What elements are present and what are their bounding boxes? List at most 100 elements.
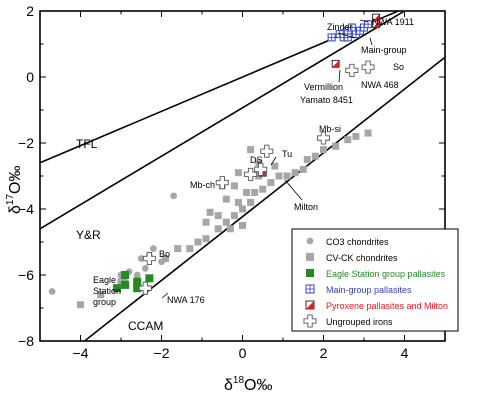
point-cv-ck-chondrites-13 bbox=[230, 212, 238, 220]
y-axis-delta: δ bbox=[7, 205, 24, 214]
point-main-group-pallasites-8 bbox=[343, 33, 352, 42]
legend-label-cv-ck-chondrites: CV-CK chondrites bbox=[326, 253, 398, 263]
legend-marker-eagle-station-group-pallasites bbox=[306, 269, 314, 277]
point-cv-ck-chondrites-39 bbox=[206, 208, 214, 216]
point-cv-ck-chondrites-0 bbox=[77, 301, 84, 309]
point-cv-ck-chondrites-19 bbox=[230, 182, 238, 190]
point-eagle-station-group-pallasites-1 bbox=[121, 280, 130, 289]
point-main-group-pallasites-5 bbox=[347, 23, 356, 32]
x-tick-label: 0 bbox=[239, 345, 247, 361]
point-cv-ck-chondrites-30 bbox=[291, 169, 299, 177]
point-eagle-station-group-pallasites-5 bbox=[133, 277, 142, 286]
label-zinder: Zinder bbox=[327, 22, 353, 32]
point-cv-ck-chondrites-41 bbox=[255, 172, 263, 180]
point-cv-ck-chondrites-28 bbox=[234, 169, 242, 177]
legend-marker-cv-ck-chondrites bbox=[306, 253, 314, 261]
point-co3-chondrites-0 bbox=[48, 288, 56, 295]
point-main-group-pallasites-0 bbox=[327, 33, 336, 42]
legend-marker-ungrouped-irons bbox=[303, 314, 317, 328]
point-cv-ck-chondrites-1 bbox=[97, 291, 105, 299]
label-station: Station bbox=[93, 286, 121, 296]
annotation-labels: Zinder NWA 1911 Main-group So NWA 468 Ve… bbox=[93, 17, 414, 307]
point-ungrouped-irons-4 bbox=[254, 162, 268, 176]
line-labels: TFL Y&R CCAM bbox=[76, 137, 163, 333]
label-eagle: Eagle bbox=[93, 275, 116, 285]
legend-marker-pyroxene-pallasites-and-milton bbox=[305, 300, 315, 310]
label-nwa468: NWA 468 bbox=[361, 80, 399, 90]
axis-ticks: −4 −2 0 2 4 −8 −6 −4 −2 0 2 bbox=[18, 3, 446, 361]
y-tick-label: 2 bbox=[26, 3, 34, 19]
legend-items: CO3 chondrites CV-CK chondrites Eagle Stat… bbox=[303, 237, 448, 328]
point-cv-ck-chondrites-10 bbox=[202, 218, 210, 226]
label-group: group bbox=[93, 297, 116, 307]
point-co3-chondrites-4 bbox=[133, 271, 141, 279]
point-cv-ck-chondrites-27 bbox=[255, 159, 263, 167]
label-so: So bbox=[393, 62, 404, 72]
label-nwa1911: NWA 1911 bbox=[372, 17, 414, 27]
y-tick-label: −6 bbox=[18, 267, 34, 283]
svg-text:δ18O‰: δ18O‰ bbox=[224, 375, 272, 394]
point-ungrouped-irons-5 bbox=[260, 144, 274, 158]
y-tick-label: −8 bbox=[18, 333, 34, 349]
point-ungrouped-irons-7 bbox=[345, 63, 359, 77]
x-tick-label: −2 bbox=[154, 345, 170, 361]
label-tu: Tu bbox=[282, 149, 292, 159]
legend: CO3 chondrites CV-CK chondrites Eagle Stat… bbox=[291, 228, 459, 332]
y-axis-title: δ17O‰ bbox=[5, 166, 24, 214]
point-cv-ck-chondrites-11 bbox=[222, 218, 230, 226]
point-cv-ck-chondrites-24 bbox=[275, 172, 283, 180]
ccam-label: CCAM bbox=[128, 319, 163, 333]
point-co3-chondrites-7 bbox=[141, 265, 149, 272]
point-cv-ck-chondrites-17 bbox=[222, 195, 230, 203]
point-cv-ck-chondrites-21 bbox=[251, 189, 259, 196]
point-cv-ck-chondrites-37 bbox=[352, 132, 360, 140]
x-tick-label: 2 bbox=[320, 345, 328, 361]
point-ungrouped-irons-2 bbox=[215, 176, 229, 190]
point-ungrouped-irons-6 bbox=[317, 131, 330, 145]
label-mb-si: Mb-si bbox=[319, 124, 341, 134]
point-cv-ck-chondrites-26 bbox=[283, 172, 291, 180]
y-axis-rest: O‰ bbox=[7, 166, 24, 194]
label-milton: Milton bbox=[294, 202, 318, 212]
point-eagle-station-group-pallasites-4 bbox=[145, 274, 154, 283]
point-cv-ck-chondrites-5 bbox=[186, 245, 194, 253]
point-cv-ck-chondrites-9 bbox=[226, 225, 234, 233]
point-ungrouped-irons-0 bbox=[138, 281, 152, 295]
label-vermillion: Vermillion bbox=[304, 82, 343, 92]
point-cv-ck-chondrites-34 bbox=[320, 146, 327, 154]
legend-marker-main-group-pallasites bbox=[305, 284, 315, 294]
point-cv-ck-chondrites-38 bbox=[364, 129, 372, 137]
yr-label: Y&R bbox=[76, 228, 101, 242]
point-cv-ck-chondrites-23 bbox=[267, 179, 275, 187]
point-eagle-station-group-pallasites-0 bbox=[112, 284, 121, 293]
y-tick-label: −2 bbox=[18, 135, 34, 151]
point-eagle-station-group-pallasites-3 bbox=[121, 271, 130, 279]
point-ungrouped-irons-8 bbox=[361, 60, 375, 74]
label-main-group: Main-group bbox=[361, 45, 407, 55]
point-cv-ck-chondrites-7 bbox=[202, 235, 210, 243]
point-cv-ck-chondrites-8 bbox=[214, 225, 222, 233]
y-tick-label: −4 bbox=[18, 201, 34, 217]
point-cv-ck-chondrites-40 bbox=[239, 222, 246, 229]
y-tick-label: 0 bbox=[26, 69, 34, 85]
legend-label-main-group-pallasites: Main-group pallasites bbox=[326, 285, 412, 295]
line-y-r bbox=[40, 11, 405, 230]
point-ungrouped-irons-1 bbox=[142, 252, 156, 265]
point-cv-ck-chondrites-22 bbox=[259, 185, 267, 193]
point-cv-ck-chondrites-18 bbox=[243, 189, 251, 196]
point-ungrouped-irons-3 bbox=[244, 167, 258, 181]
x-tick-label: −4 bbox=[73, 345, 89, 361]
point-cv-ck-chondrites-15 bbox=[234, 198, 242, 206]
point-cv-ck-chondrites-31 bbox=[299, 165, 307, 173]
point-cv-ck-chondrites-12 bbox=[214, 212, 222, 220]
x-tick-label: 4 bbox=[401, 345, 409, 361]
point-cv-ck-chondrites-2 bbox=[117, 278, 125, 286]
point-pyroxene-pallasites-and-milton-1 bbox=[372, 13, 381, 22]
point-cv-ck-chondrites-14 bbox=[239, 205, 246, 213]
point-cv-ck-chondrites-29 bbox=[247, 146, 255, 154]
point-pyroxene-pallasites-and-milton-2 bbox=[331, 59, 340, 68]
label-ds: DS bbox=[250, 155, 263, 165]
svg-text:δ17O‰: δ17O‰ bbox=[5, 166, 24, 214]
x-axis-delta: δ bbox=[224, 377, 233, 394]
